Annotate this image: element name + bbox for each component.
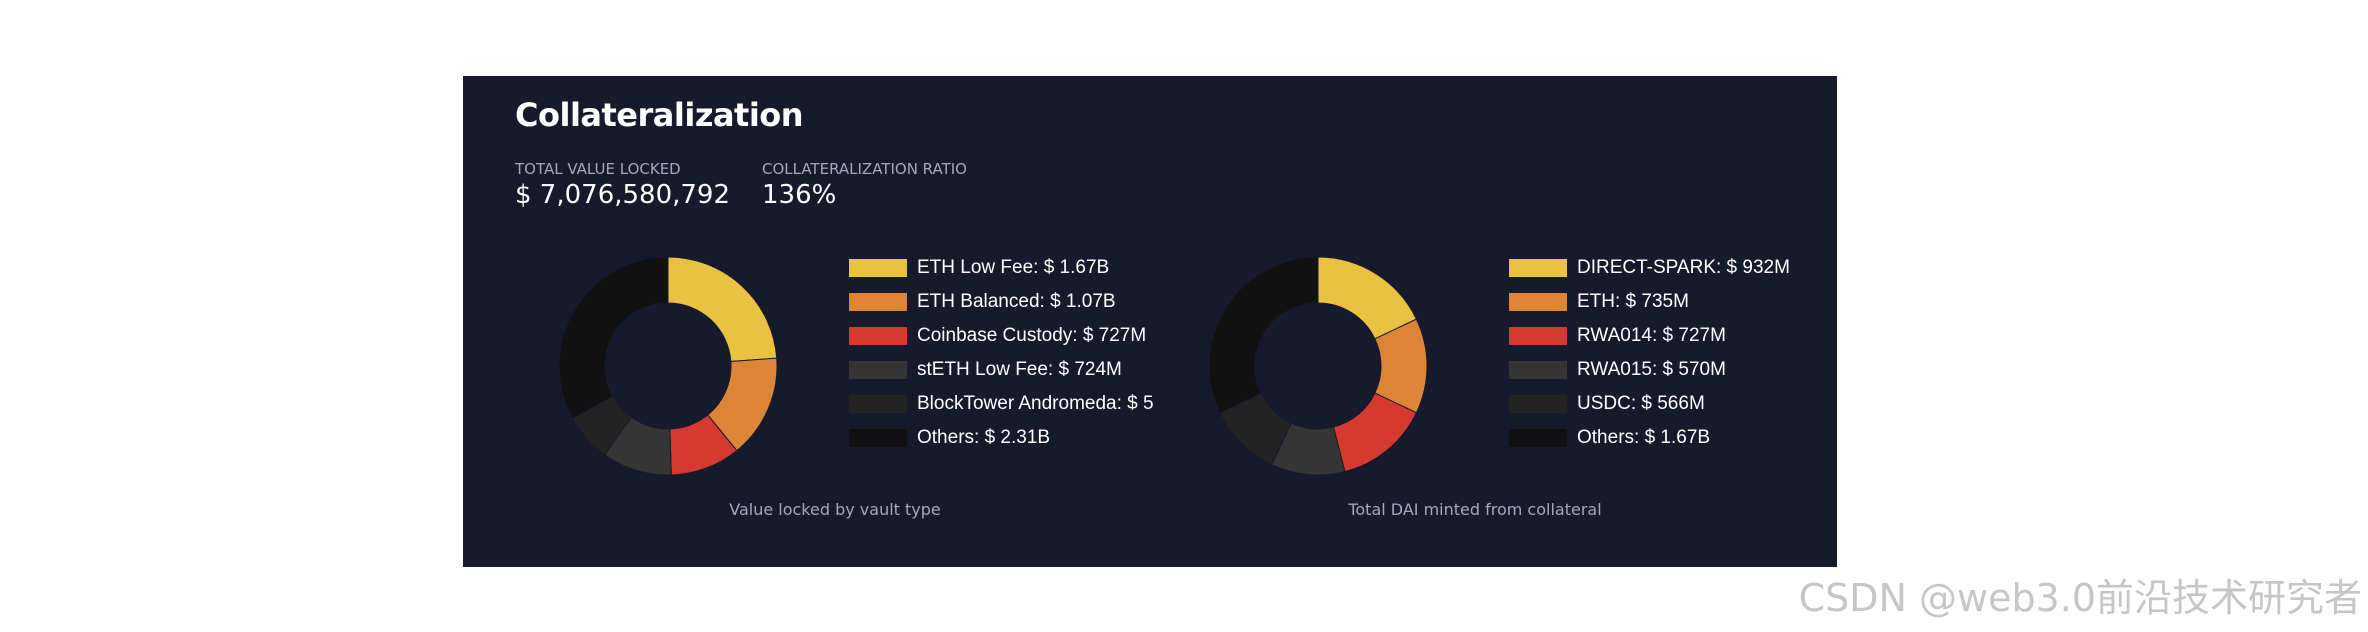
dai-minted-legend: DIRECT-SPARK: $ 932M ETH: $ 735M RWA014: $… (1509, 251, 1803, 455)
legend-item[interactable]: ETH Low Fee: $ 1.67B (849, 251, 1155, 285)
legend-item[interactable]: RWA015: $ 570M (1509, 353, 1803, 387)
legend-label: BlockTower Andromeda: $ 5 (917, 393, 1154, 414)
legend-label: DIRECT-SPARK: $ 932M (1577, 257, 1790, 278)
legend-item[interactable]: Others: $ 1.67B (1509, 421, 1803, 455)
collateralization-ratio-stat: COLLATERALIZATION RATIO 136% (762, 160, 967, 210)
legend-swatch (1509, 429, 1567, 447)
legend-swatch (1509, 361, 1567, 379)
legend-swatch (1509, 293, 1567, 311)
vault-type-chart-caption: Value locked by vault type (729, 500, 941, 519)
legend-label: Coinbase Custody: $ 727M (917, 325, 1147, 346)
collateralization-ratio-label: COLLATERALIZATION RATIO (762, 160, 967, 178)
legend-label: Others: $ 2.31B (917, 427, 1051, 448)
legend-label: RWA015: $ 570M (1577, 359, 1726, 380)
legend-item[interactable]: ETH Balanced: $ 1.07B (849, 285, 1155, 319)
legend-item[interactable]: ETH: $ 735M (1509, 285, 1803, 319)
vault-type-donut (558, 256, 778, 476)
legend-item[interactable]: BlockTower Andromeda: $ 5 (849, 387, 1155, 421)
legend-swatch (849, 429, 907, 447)
legend-item[interactable]: Coinbase Custody: $ 727M (849, 319, 1155, 353)
donut-slice-others[interactable] (1208, 256, 1319, 414)
vault-type-legend: ETH Low Fee: $ 1.67B ETH Balanced: $ 1.07… (849, 251, 1155, 455)
legend-item[interactable]: USDC: $ 566M (1509, 387, 1803, 421)
legend-label: Others: $ 1.67B (1577, 427, 1711, 448)
legend-item[interactable]: Others: $ 2.31B (849, 421, 1155, 455)
total-value-locked-label: TOTAL VALUE LOCKED (515, 160, 681, 178)
dai-minted-chart: DIRECT-SPARK: $ 932M ETH: $ 735M RWA014: $… (1203, 251, 1803, 481)
total-value-locked-value: $ 7,076,580,792 (515, 180, 731, 210)
vault-type-chart: ETH Low Fee: $ 1.67B ETH Balanced: $ 1.07… (553, 251, 1154, 481)
legend-item[interactable]: DIRECT-SPARK: $ 932M (1509, 251, 1803, 285)
legend-swatch (849, 361, 907, 379)
donut-slice-others[interactable] (558, 256, 669, 420)
legend-swatch (1509, 327, 1567, 345)
legend-label: ETH: $ 735M (1577, 291, 1689, 312)
donut-slice-eth-low-fee[interactable] (667, 256, 778, 363)
legend-label: RWA014: $ 727M (1577, 325, 1726, 346)
dai-minted-chart-caption: Total DAI minted from collateral (1348, 500, 1602, 519)
legend-swatch (1509, 259, 1567, 277)
legend-item[interactable]: RWA014: $ 727M (1509, 319, 1803, 353)
legend-swatch (849, 293, 907, 311)
legend-label: USDC: $ 566M (1577, 393, 1705, 414)
legend-swatch (849, 395, 907, 413)
legend-label: ETH Balanced: $ 1.07B (917, 291, 1116, 312)
legend-label: ETH Low Fee: $ 1.67B (917, 257, 1110, 278)
legend-label: stETH Low Fee: $ 724M (917, 359, 1122, 380)
dai-minted-donut (1208, 256, 1428, 476)
legend-swatch (1509, 395, 1567, 413)
total-value-locked-stat: TOTAL VALUE LOCKED $ 7,076,580,792 (515, 160, 730, 210)
legend-swatch (849, 327, 907, 345)
panel-title: Collateralization (515, 96, 804, 134)
collateralization-panel: Collateralization TOTAL VALUE LOCKED $ 7… (463, 76, 1837, 567)
legend-item[interactable]: stETH Low Fee: $ 724M (849, 353, 1155, 387)
collateralization-ratio-value: 136% (762, 180, 837, 210)
watermark: CSDN @web3.0前沿技术研究者 (1798, 576, 2362, 620)
legend-swatch (849, 259, 907, 277)
